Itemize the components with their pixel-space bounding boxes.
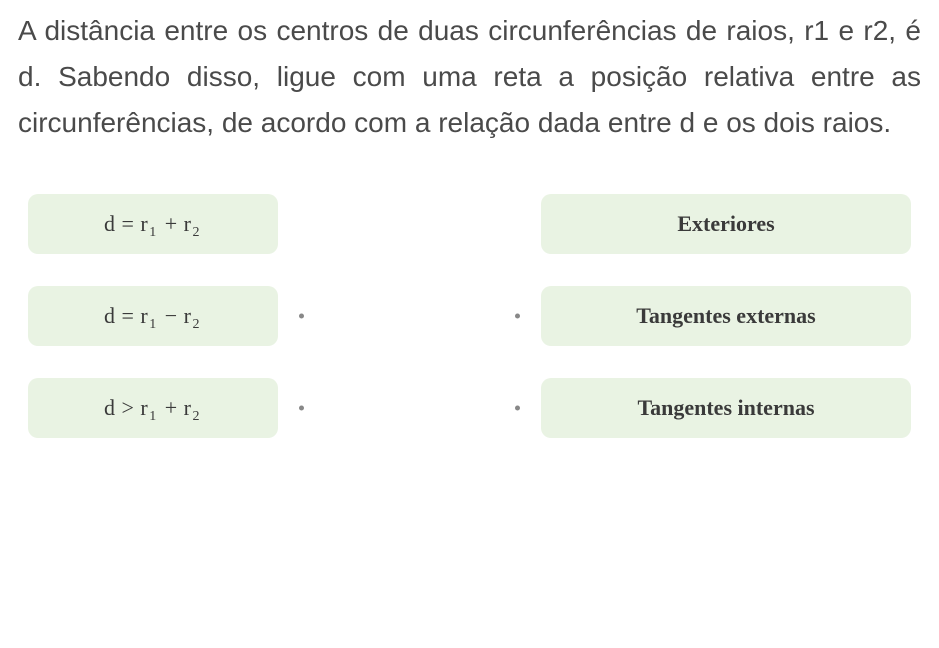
connector-dot-right-1[interactable] xyxy=(515,314,520,319)
left-item-2-sub2: 2 xyxy=(191,409,202,424)
left-item-1-mid: − r xyxy=(159,303,192,328)
left-item-0-sub1: 1 xyxy=(148,225,159,240)
matching-area: d = r1 + r2 d = r1 − r2 d > r1 + r2 Exte… xyxy=(18,194,921,438)
left-item-2-sub1: 1 xyxy=(148,409,159,424)
left-item-0-sub2: 2 xyxy=(191,225,202,240)
left-item-0-prefix: d = r xyxy=(104,211,148,236)
right-column: Exteriores Tangentes externas Tangentes … xyxy=(541,194,911,438)
right-item-2-label: Tangentes internas xyxy=(637,395,814,421)
right-item-0-label: Exteriores xyxy=(677,211,774,237)
question-text: A distância entre os centros de duas cir… xyxy=(18,8,921,146)
left-item-1-sub1: 1 xyxy=(148,317,159,332)
right-item-1-label: Tangentes externas xyxy=(636,303,815,329)
connector-dot-left-2[interactable] xyxy=(299,406,304,411)
left-item-1[interactable]: d = r1 − r2 xyxy=(28,286,278,346)
left-item-1-prefix: d = r xyxy=(104,303,148,328)
left-column: d = r1 + r2 d = r1 − r2 d > r1 + r2 xyxy=(28,194,278,438)
left-item-0-label: d = r1 + r2 xyxy=(104,211,202,237)
right-item-0[interactable]: Exteriores xyxy=(541,194,911,254)
left-item-2-mid: + r xyxy=(159,395,192,420)
left-item-0[interactable]: d = r1 + r2 xyxy=(28,194,278,254)
left-item-1-sub2: 2 xyxy=(191,317,202,332)
connector-dot-left-1[interactable] xyxy=(299,314,304,319)
left-item-2-label: d > r1 + r2 xyxy=(104,395,202,421)
connector-dot-right-2[interactable] xyxy=(515,406,520,411)
left-item-2-prefix: d > r xyxy=(104,395,148,420)
left-item-2[interactable]: d > r1 + r2 xyxy=(28,378,278,438)
right-item-1[interactable]: Tangentes externas xyxy=(541,286,911,346)
left-item-1-label: d = r1 − r2 xyxy=(104,303,202,329)
left-item-0-mid: + r xyxy=(159,211,192,236)
right-item-2[interactable]: Tangentes internas xyxy=(541,378,911,438)
